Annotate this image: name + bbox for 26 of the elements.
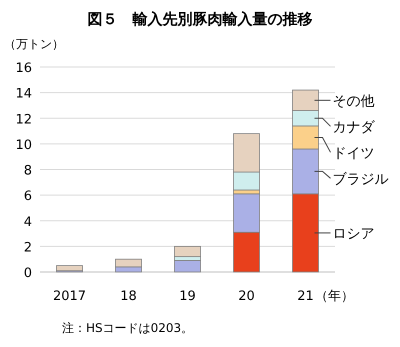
bar	[56, 265, 83, 272]
chart-title: 図５ 輸入先別豚肉輸入量の推移	[88, 10, 312, 28]
series-label: カナダ	[332, 119, 376, 136]
x-tick-label: 2017	[52, 289, 86, 304]
y-tick-label: 10	[15, 138, 32, 153]
x-tick-label: 18	[120, 289, 137, 304]
y-tick-label: 14	[15, 86, 32, 102]
y-tick-label: 0	[24, 266, 32, 281]
bar	[174, 260, 201, 272]
y-tick-label: 12	[15, 112, 32, 128]
y-tick-label: 2	[24, 240, 32, 256]
bar	[174, 246, 201, 258]
y-tick-label: 16	[15, 61, 32, 76]
y-axis-title: （万トン）	[4, 37, 64, 51]
series-label: ロシア	[332, 226, 374, 242]
x-tick-label: 20	[238, 289, 255, 304]
y-tick-label: 4	[24, 214, 32, 230]
text: 注：HSコードは0203。	[62, 321, 194, 335]
x-axis-title: （年）	[314, 289, 354, 304]
series-label: ブラジル	[332, 171, 388, 188]
x-tick-label: 19	[179, 289, 196, 304]
y-tick-label: 8	[24, 164, 32, 178]
x-tick-label: 21	[297, 289, 314, 304]
series-label: ドイツ	[332, 145, 374, 162]
series-label: その他	[332, 93, 374, 110]
y-tick-label: 6	[24, 189, 32, 204]
